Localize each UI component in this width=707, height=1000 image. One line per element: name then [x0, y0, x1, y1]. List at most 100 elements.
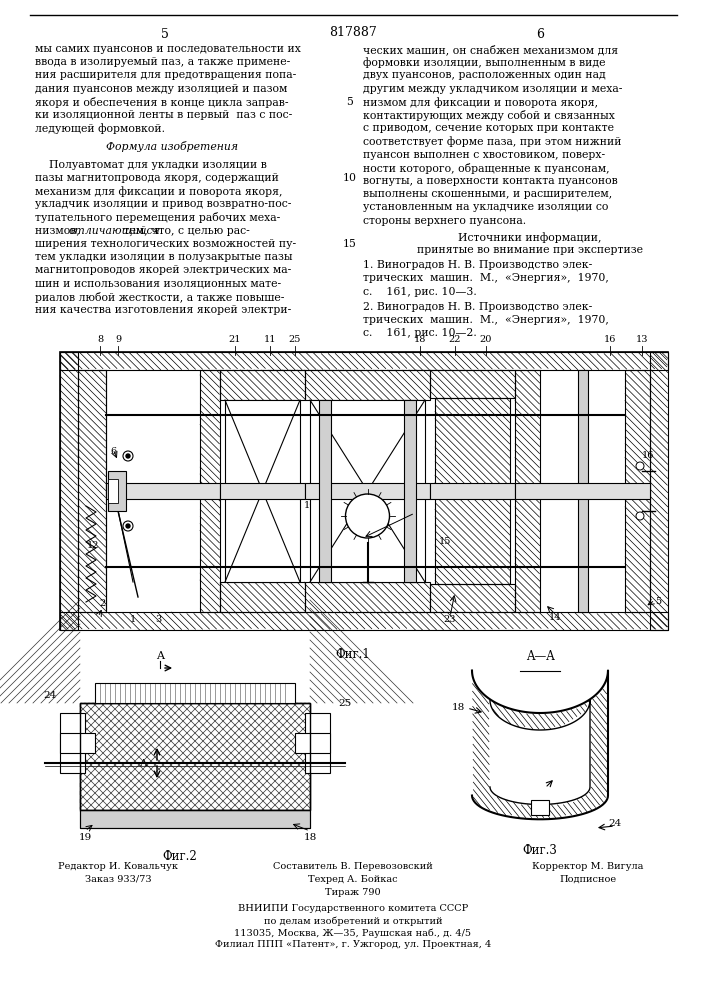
Circle shape — [126, 454, 130, 458]
Text: Фиг.2: Фиг.2 — [163, 850, 197, 863]
Text: двух пуансонов, расположенных один над: двух пуансонов, расположенных один над — [363, 70, 606, 80]
Polygon shape — [472, 670, 608, 819]
Text: 10: 10 — [304, 502, 316, 510]
Text: A—A: A—A — [525, 650, 554, 663]
Bar — [60, 733, 95, 753]
Bar — [220, 582, 305, 612]
Text: 113035, Москва, Ж—35, Раушская наб., д. 4/5: 113035, Москва, Ж—35, Раушская наб., д. … — [235, 928, 472, 938]
Bar — [435, 496, 510, 584]
Text: 19: 19 — [78, 833, 92, 842]
Text: Источники информации,: Источники информации, — [458, 232, 602, 243]
Bar — [295, 733, 330, 753]
Bar — [106, 370, 200, 612]
Bar — [200, 370, 220, 612]
Bar — [80, 810, 310, 828]
Text: 6: 6 — [110, 446, 116, 456]
Bar — [305, 582, 430, 612]
Bar — [225, 400, 300, 582]
Text: ния расширителя для предотвращения попа-: ния расширителя для предотвращения попа- — [35, 70, 296, 80]
Text: A: A — [156, 651, 164, 661]
Text: 18: 18 — [303, 833, 317, 842]
Bar — [435, 398, 510, 486]
Text: 18: 18 — [451, 704, 464, 712]
Text: Фиг.3: Фиг.3 — [522, 844, 557, 857]
Text: 15: 15 — [439, 536, 451, 546]
Text: 19: 19 — [545, 784, 559, 792]
Bar — [305, 483, 430, 499]
Text: 15: 15 — [343, 239, 357, 249]
Text: Заказ 933/73: Заказ 933/73 — [85, 875, 151, 884]
Bar — [650, 352, 668, 630]
Text: ширения технологических возможностей пу-: ширения технологических возможностей пу- — [35, 239, 296, 249]
Text: с.    161, рис. 10—3.: с. 161, рис. 10—3. — [363, 287, 477, 297]
Bar — [625, 370, 650, 612]
Text: принятые во внимание при экспертизе: принятые во внимание при экспертизе — [417, 245, 643, 255]
Bar — [305, 713, 330, 773]
Bar — [430, 584, 515, 612]
Text: 24: 24 — [609, 818, 621, 828]
Text: ности которого, обращенные к пуансонам,: ности которого, обращенные к пуансонам, — [363, 163, 609, 174]
Text: 10: 10 — [343, 173, 357, 183]
Text: другим между укладчиком изоляции и меха-: другим между укладчиком изоляции и меха- — [363, 84, 622, 94]
Bar — [515, 370, 540, 612]
Bar — [108, 479, 118, 503]
Bar — [108, 471, 126, 511]
Text: 19: 19 — [209, 491, 221, 500]
Text: Корректор М. Вигула: Корректор М. Вигула — [532, 862, 643, 871]
Bar — [305, 370, 430, 400]
Text: 1: 1 — [130, 615, 136, 624]
Text: укладчик изоляции и привод возвратно-пос-: укладчик изоляции и привод возвратно-пос… — [35, 199, 291, 209]
Bar — [430, 370, 515, 398]
Bar — [220, 370, 305, 400]
Bar — [200, 370, 220, 612]
Bar — [106, 483, 220, 499]
Text: ки изоляционной ленты в первый  паз с пос-: ки изоляционной ленты в первый паз с пос… — [35, 110, 292, 120]
Text: тупательного перемещения рабочих меха-: тупательного перемещения рабочих меха- — [35, 212, 280, 223]
Bar — [430, 584, 515, 612]
Bar — [80, 810, 310, 828]
Circle shape — [123, 451, 133, 461]
Text: тем укладки изоляции в полузакрытые пазы: тем укладки изоляции в полузакрытые пазы — [35, 252, 293, 262]
Circle shape — [636, 512, 644, 520]
Text: вогнуты, а поверхности контакта пуансонов: вогнуты, а поверхности контакта пуансоно… — [363, 176, 618, 186]
Text: отличающийся: отличающийся — [69, 226, 161, 236]
Bar — [60, 612, 668, 630]
Text: 12: 12 — [87, 542, 99, 550]
Bar — [625, 370, 650, 612]
Text: шин и использования изоляционных мате-: шин и использования изоляционных мате- — [35, 278, 281, 288]
Text: тем, что, с целью рас-: тем, что, с целью рас- — [120, 226, 250, 236]
Text: 25: 25 — [338, 698, 351, 708]
Bar — [80, 810, 310, 828]
Text: стороны верхнего пуансона.: стороны верхнего пуансона. — [363, 216, 526, 226]
Text: 25: 25 — [289, 335, 301, 344]
Text: пазы магнитопровода якоря, содержащий: пазы магнитопровода якоря, содержащий — [35, 173, 279, 183]
Bar — [60, 352, 78, 630]
Bar — [80, 703, 310, 810]
Text: 18: 18 — [414, 335, 426, 344]
Text: механизм для фиксации и поворота якоря,: механизм для фиксации и поворота якоря, — [35, 186, 283, 197]
Text: ния качества изготовления якорей электри-: ния качества изготовления якорей электри… — [35, 305, 291, 315]
Text: мы самих пуансонов и последовательности их: мы самих пуансонов и последовательности … — [35, 44, 301, 54]
Bar — [78, 370, 106, 612]
Text: Фиг.1: Фиг.1 — [336, 648, 370, 661]
Circle shape — [123, 521, 133, 531]
Bar — [60, 713, 85, 773]
Text: 7: 7 — [412, 516, 418, 526]
Text: 5: 5 — [655, 597, 661, 606]
Text: ВНИИПИ Государственного комитета СССР: ВНИИПИ Государственного комитета СССР — [238, 904, 468, 913]
Text: 1. Виноградов Н. В. Производство элек-: 1. Виноградов Н. В. Производство элек- — [363, 260, 592, 270]
Bar — [430, 370, 515, 398]
Circle shape — [126, 524, 130, 528]
Text: трических  машин.  М.,  «Энергия»,  1970,: трических машин. М., «Энергия», 1970, — [363, 273, 609, 283]
Text: магнитопроводов якорей электрических ма-: магнитопроводов якорей электрических ма- — [35, 265, 291, 275]
Bar — [80, 703, 310, 810]
Text: 23: 23 — [444, 615, 456, 624]
Text: дания пуансонов между изоляцией и пазом: дания пуансонов между изоляцией и пазом — [35, 84, 287, 94]
Text: Техред А. Бойкас: Техред А. Бойкас — [308, 875, 398, 884]
Text: ческих машин, он снабжен механизмом для: ческих машин, он снабжен механизмом для — [363, 44, 618, 55]
Text: Тираж 790: Тираж 790 — [325, 888, 381, 897]
Text: по делам изобретений и открытий: по делам изобретений и открытий — [264, 916, 443, 926]
Bar — [220, 370, 305, 400]
Bar — [60, 352, 668, 630]
Text: низмом для фиксации и поворота якоря,: низмом для фиксации и поворота якоря, — [363, 97, 598, 108]
